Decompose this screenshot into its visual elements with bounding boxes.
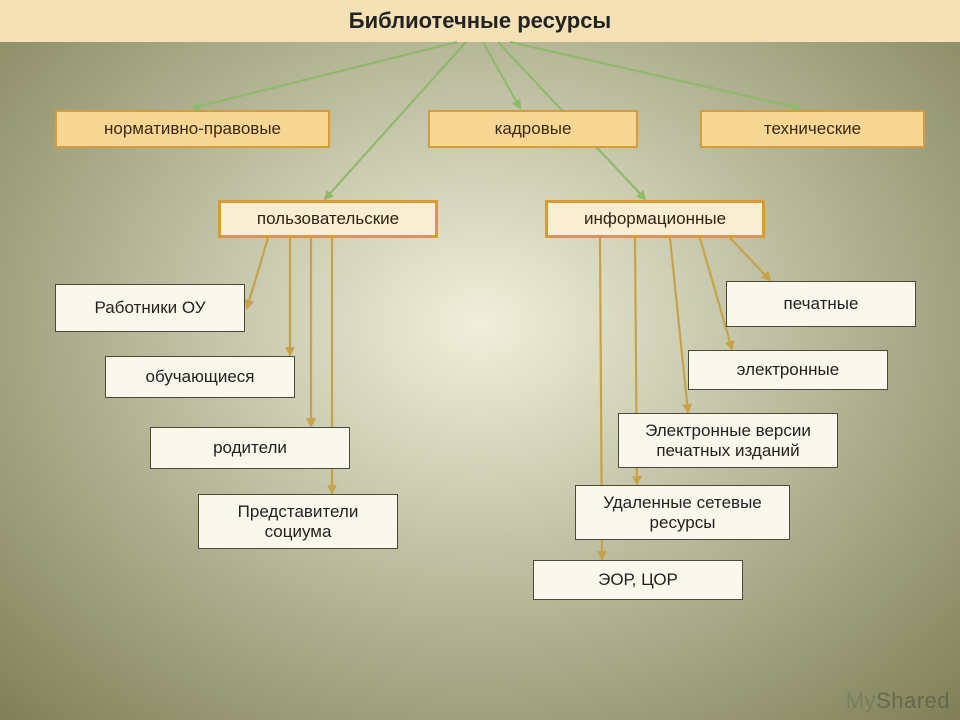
diagram-stage: Библиотечные ресурсы нормативно-правовые… [0,0,960,720]
node-n_par: родители [150,427,350,469]
watermark-light: My [846,688,876,713]
node-n_norm: нормативно-правовые [55,110,330,148]
node-n_elec: электронные [688,350,888,390]
node-n_work: Работники ОУ [55,284,245,332]
node-n_stud: обучающиеся [105,356,295,398]
watermark-strong: Shared [876,688,950,713]
node-n_ever: Электронные версии печатных изданий [618,413,838,468]
node-n_info: информационные [545,200,765,238]
page-title: Библиотечные ресурсы [0,0,960,42]
node-n_tech: технические [700,110,925,148]
node-n_print: печатные [726,281,916,327]
node-n_kadr: кадровые [428,110,638,148]
node-n_eor: ЭОР, ЦОР [533,560,743,600]
node-n_user: пользовательские [218,200,438,238]
node-n_net: Удаленные сетевые ресурсы [575,485,790,540]
watermark: MyShared [846,688,950,714]
node-n_soc: Представители социума [198,494,398,549]
